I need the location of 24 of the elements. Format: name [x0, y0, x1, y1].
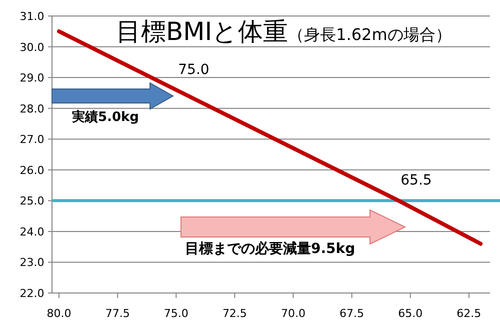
text: （身長1.62mの場合）	[288, 25, 452, 44]
x-tick-label: 72.5	[222, 307, 247, 320]
x-tick-label: 77.5	[105, 307, 130, 320]
x-tick-label: 70.0	[281, 307, 306, 320]
annotation: 65.5	[400, 172, 432, 189]
x-tick-label: 75.0	[164, 307, 188, 320]
annotation: 75.0	[178, 62, 210, 78]
y-tick-label: 28.0	[20, 102, 44, 116]
y-tick-label: 31.0	[20, 10, 44, 23]
x-tick-label: 80.0	[46, 307, 72, 320]
y-tick-label: 25.0	[20, 194, 44, 208]
chart-title: 目標BMIと体重	[116, 17, 288, 46]
y-tick-label: 23.0	[20, 256, 44, 270]
y-tick-label: 22.0	[20, 287, 44, 300]
x-tick-label: 67.5	[340, 307, 364, 320]
y-tick-label: 29.0	[20, 72, 44, 85]
y-tick-label: 24.0	[20, 225, 44, 238]
y-tick-label: 30.0	[20, 40, 44, 54]
annotation: 目標までの必要減量9.5kg	[185, 240, 356, 257]
y-tick-label: 27.0	[20, 133, 44, 146]
x-tick-label: 65.0	[398, 307, 423, 320]
y-tick-label: 26.0	[20, 164, 44, 177]
x-tick-label: 62.5	[456, 307, 482, 320]
annotation: 実績5.0kg	[71, 109, 139, 125]
